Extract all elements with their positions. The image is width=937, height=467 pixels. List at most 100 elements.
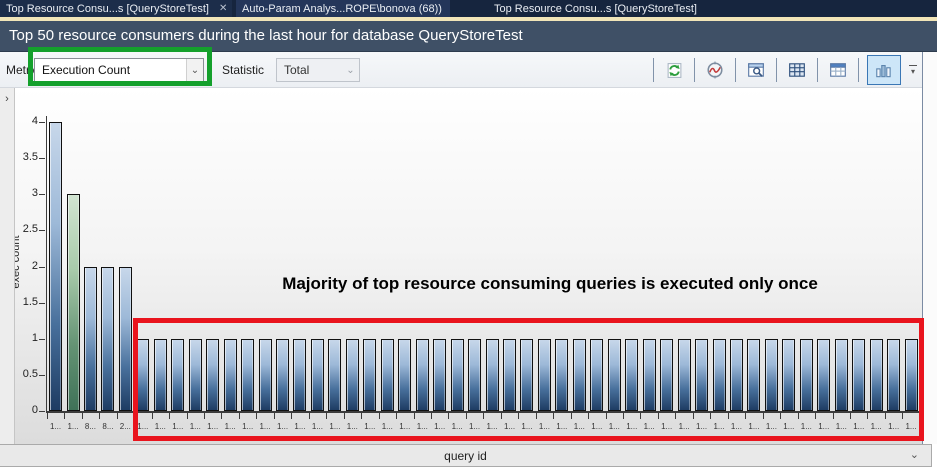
x-tick-label: 1... — [748, 422, 760, 431]
bar[interactable] — [223, 338, 237, 412]
close-icon[interactable]: ✕ — [218, 2, 228, 14]
x-tick-label: 1... — [573, 422, 585, 431]
grid-view-extra-button[interactable] — [826, 58, 850, 82]
bar[interactable] — [485, 338, 499, 412]
x-tick-label: 1... — [364, 422, 376, 431]
bar[interactable] — [241, 338, 255, 412]
y-tick-label: 1 — [31, 331, 38, 344]
x-tick-mark — [413, 413, 415, 419]
bar[interactable] — [852, 338, 866, 412]
bar[interactable] — [101, 266, 115, 411]
bar[interactable] — [171, 338, 185, 412]
toolbar-separator — [653, 58, 654, 82]
bar[interactable] — [677, 338, 691, 412]
x-tick-label: 1... — [294, 422, 306, 431]
x-tick-mark — [134, 413, 136, 419]
bar[interactable] — [398, 338, 412, 412]
bar[interactable] — [503, 338, 516, 412]
bar[interactable] — [415, 338, 429, 412]
bar[interactable] — [904, 338, 918, 412]
x-tick-label: 1... — [538, 422, 550, 431]
x-tick-mark — [588, 413, 590, 419]
y-tick-label: 3 — [31, 187, 38, 200]
x-tick-label: 1... — [434, 422, 446, 431]
collapsed-panel-strip[interactable]: › — [0, 88, 15, 444]
chevron-down-icon[interactable]: ⌄ — [909, 449, 919, 461]
bar[interactable] — [83, 266, 97, 411]
y-tick-mark — [39, 374, 45, 376]
chevron-down-icon: ⌄ — [342, 59, 359, 81]
active-tab-underline — [0, 17, 937, 21]
bar[interactable] — [310, 338, 324, 412]
bar[interactable] — [590, 338, 604, 412]
bar[interactable] — [572, 338, 586, 412]
toolbar-overflow-icon[interactable]: ▾ — [909, 64, 917, 76]
bar[interactable] — [537, 338, 551, 412]
x-tick-mark — [308, 413, 310, 419]
expand-panel-icon[interactable]: › — [5, 93, 9, 105]
metric-dropdown[interactable]: Execution Count ⌄ — [34, 58, 204, 82]
bar[interactable] — [555, 338, 569, 412]
toolbar-separator — [694, 58, 695, 82]
y-tick-label: 0.5 — [22, 367, 38, 380]
bar[interactable] — [136, 338, 150, 412]
refresh-button[interactable] — [662, 58, 686, 82]
bar[interactable] — [520, 338, 534, 412]
x-tick-label: 1... — [207, 422, 219, 431]
y-tick-mark — [39, 302, 45, 304]
bar[interactable] — [869, 338, 883, 412]
bar[interactable] — [258, 338, 272, 412]
bar[interactable] — [66, 194, 80, 412]
bar[interactable] — [764, 338, 778, 412]
bar[interactable] — [153, 338, 167, 412]
bar[interactable] — [625, 338, 639, 412]
x-tick-label: 1... — [399, 422, 411, 431]
bar[interactable] — [118, 266, 132, 411]
bar[interactable] — [468, 338, 481, 412]
x-tick-label: 1... — [626, 422, 638, 431]
view-query-text-button[interactable] — [744, 58, 768, 82]
tab-top-resource-consumers-2[interactable]: Top Resource Consu...s [QueryStoreTest] — [488, 0, 700, 17]
tab-top-resource-consumers-1[interactable]: Top Resource Consu...s [QueryStoreTest] … — [0, 0, 232, 17]
chevron-down-icon[interactable]: ⌄ — [186, 59, 203, 81]
x-tick-mark — [919, 413, 921, 419]
bar[interactable] — [450, 338, 464, 412]
track-query-button[interactable] — [703, 58, 727, 82]
bar[interactable] — [328, 338, 342, 412]
x-tick-label: 1... — [730, 422, 742, 431]
bar[interactable] — [363, 338, 377, 412]
bar[interactable] — [380, 338, 394, 412]
x-tick-mark — [378, 413, 380, 419]
bar[interactable] — [345, 338, 359, 412]
bar[interactable] — [188, 338, 202, 412]
bar[interactable] — [712, 338, 726, 412]
bar[interactable] — [817, 338, 831, 412]
y-tick-mark — [39, 266, 45, 268]
x-tick-mark — [553, 413, 555, 419]
bar[interactable] — [607, 338, 621, 412]
bar[interactable] — [660, 338, 674, 412]
bar[interactable] — [433, 338, 447, 412]
bar[interactable] — [729, 338, 743, 412]
bar[interactable] — [642, 338, 656, 412]
toolbar-separator — [735, 58, 736, 82]
bar[interactable] — [799, 338, 813, 412]
bar[interactable] — [206, 338, 220, 412]
bar[interactable] — [834, 338, 848, 412]
bar[interactable] — [695, 338, 708, 412]
y-tick-mark — [39, 158, 45, 160]
tab-auto-param-analysis[interactable]: Auto-Param Analys...ROPE\bonova (68)) — [236, 0, 450, 17]
y-tick-mark — [39, 194, 45, 196]
chart-view-button[interactable] — [867, 55, 901, 85]
bar[interactable] — [782, 338, 796, 412]
x-tick-label: 1... — [67, 422, 79, 431]
bar[interactable] — [293, 338, 307, 412]
statistic-dropdown[interactable]: Total ⌄ — [276, 58, 360, 82]
x-tick-label: 1... — [224, 422, 236, 431]
bar[interactable] — [747, 338, 761, 412]
bar[interactable] — [276, 338, 289, 412]
bar[interactable] — [887, 338, 901, 412]
bar[interactable] — [49, 122, 62, 411]
grid-view-icon — [788, 61, 806, 79]
grid-view-button[interactable] — [785, 58, 809, 82]
